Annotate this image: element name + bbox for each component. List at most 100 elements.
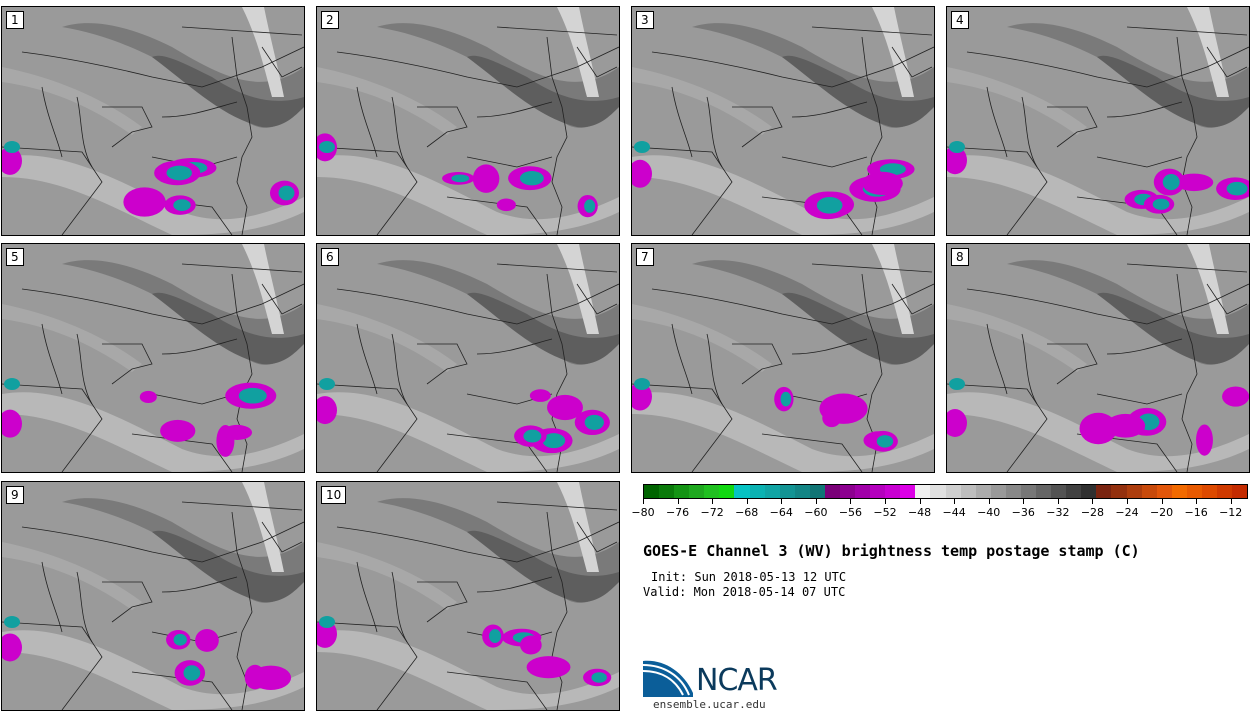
colorbar bbox=[643, 484, 1248, 499]
colorbar-tick-label: −64 bbox=[769, 506, 793, 519]
boundary-line bbox=[76, 333, 93, 405]
map-panel: 1 bbox=[1, 6, 305, 236]
cold-cloud-top bbox=[819, 393, 868, 424]
moisture-band bbox=[872, 244, 914, 334]
colorbar-swatch bbox=[1111, 485, 1127, 498]
cold-cloud-top bbox=[2, 409, 22, 438]
colorbar-tick-label: −56 bbox=[838, 506, 863, 519]
coldest-cloud-top bbox=[4, 378, 20, 390]
coldest-cloud-top bbox=[949, 378, 965, 390]
colorbar-swatch bbox=[855, 485, 871, 498]
boundary-line bbox=[2, 621, 103, 710]
coldest-cloud-top bbox=[634, 141, 650, 153]
moisture-band bbox=[152, 530, 304, 603]
cold-cloud-top bbox=[222, 424, 253, 441]
boundary-line bbox=[317, 621, 418, 710]
colorbar-swatch bbox=[990, 485, 1006, 498]
colorbar-tick-label: −12 bbox=[1219, 506, 1243, 519]
boundary-line bbox=[446, 671, 548, 710]
boundary-line bbox=[317, 146, 418, 235]
ncar-logo-swoosh bbox=[643, 660, 693, 697]
coldest-cloud-top bbox=[4, 616, 20, 628]
boundary-line bbox=[336, 283, 619, 325]
colorbar-tick bbox=[885, 499, 886, 504]
colorbar-swatch bbox=[1005, 485, 1021, 498]
colorbar-swatch bbox=[1141, 485, 1157, 498]
boundary-line bbox=[391, 96, 408, 168]
site-url[interactable]: ensemble.ucar.edu bbox=[653, 698, 766, 711]
panel-number: 2 bbox=[321, 11, 339, 29]
coldest-cloud-top bbox=[173, 199, 191, 211]
boundary-line bbox=[476, 101, 553, 118]
colorbar-swatch bbox=[794, 485, 810, 498]
colorbar-swatch bbox=[1081, 485, 1097, 498]
colorbar-tick-label: −36 bbox=[1011, 506, 1035, 519]
colorbar-swatch bbox=[840, 485, 856, 498]
boundary-line bbox=[261, 46, 303, 78]
boundary-line bbox=[576, 46, 618, 78]
moisture-band bbox=[317, 155, 619, 235]
moisture-band bbox=[632, 304, 772, 372]
moisture-band bbox=[467, 55, 619, 128]
boundary-line bbox=[356, 86, 378, 158]
moisture-band bbox=[242, 482, 284, 572]
colorbar-tick bbox=[1196, 499, 1198, 504]
moisture-band bbox=[782, 292, 934, 365]
colorbar-swatch bbox=[644, 485, 660, 498]
cold-cloud-top bbox=[526, 656, 571, 679]
ncar-logo-stripe bbox=[643, 664, 690, 696]
colorbar-tick bbox=[1127, 499, 1128, 504]
cold-cloud-top bbox=[947, 409, 967, 437]
coldest-cloud-top bbox=[238, 387, 267, 404]
moisture-band bbox=[1187, 7, 1229, 97]
boundary-line bbox=[791, 101, 868, 118]
water-vapor-map bbox=[947, 7, 1249, 235]
colorbar-tick-label: −80 bbox=[631, 506, 655, 519]
coldest-cloud-top bbox=[1226, 181, 1248, 196]
cold-cloud-top bbox=[547, 394, 583, 421]
colorbar-swatch bbox=[870, 485, 886, 498]
boundary-line bbox=[732, 106, 783, 148]
colorbar-swatch bbox=[1201, 485, 1217, 498]
colorbar-swatch bbox=[915, 485, 931, 498]
colorbar-swatch bbox=[1126, 485, 1142, 498]
moisture-band bbox=[317, 542, 457, 610]
map-panel: 4 bbox=[946, 6, 1250, 236]
moisture-band bbox=[1187, 244, 1229, 334]
boundary-line bbox=[1021, 96, 1038, 168]
boundary-line bbox=[632, 146, 733, 235]
cold-cloud-top bbox=[123, 187, 166, 217]
colorbar-swatch bbox=[674, 485, 690, 498]
map-panel: 7 bbox=[631, 243, 935, 473]
boundary-line bbox=[811, 26, 933, 36]
boundary-line bbox=[417, 343, 468, 385]
coldest-cloud-top bbox=[489, 629, 501, 644]
boundary-line bbox=[1206, 283, 1248, 315]
moisture-band bbox=[947, 155, 1249, 235]
boundary-line bbox=[496, 263, 618, 273]
boundary-line bbox=[632, 383, 733, 472]
boundary-line bbox=[21, 46, 304, 88]
colorbar-tick bbox=[1092, 499, 1094, 504]
colorbar-swatch bbox=[734, 485, 750, 498]
moisture-band bbox=[872, 7, 914, 97]
cold-cloud-top bbox=[632, 382, 652, 411]
boundary-line bbox=[781, 156, 868, 168]
boundary-line bbox=[576, 283, 618, 315]
boundary-line bbox=[181, 26, 303, 36]
boundary-line bbox=[446, 196, 548, 235]
boundary-line bbox=[181, 501, 303, 511]
colorbar-swatch bbox=[885, 485, 901, 498]
colorbar-tick-label: −48 bbox=[907, 506, 932, 519]
map-panel: 6 bbox=[316, 243, 620, 473]
boundary-line bbox=[476, 576, 553, 593]
map-panel: 10 bbox=[316, 481, 620, 711]
panel-number: 4 bbox=[951, 11, 969, 29]
coldest-cloud-top bbox=[451, 174, 470, 183]
coldest-cloud-top bbox=[319, 378, 335, 390]
colorbar-tick-label: −32 bbox=[1046, 506, 1070, 519]
panel-number: 5 bbox=[6, 248, 24, 266]
map-panel: 3 bbox=[631, 6, 935, 236]
cold-cloud-top bbox=[160, 419, 196, 442]
moisture-band bbox=[2, 542, 142, 610]
